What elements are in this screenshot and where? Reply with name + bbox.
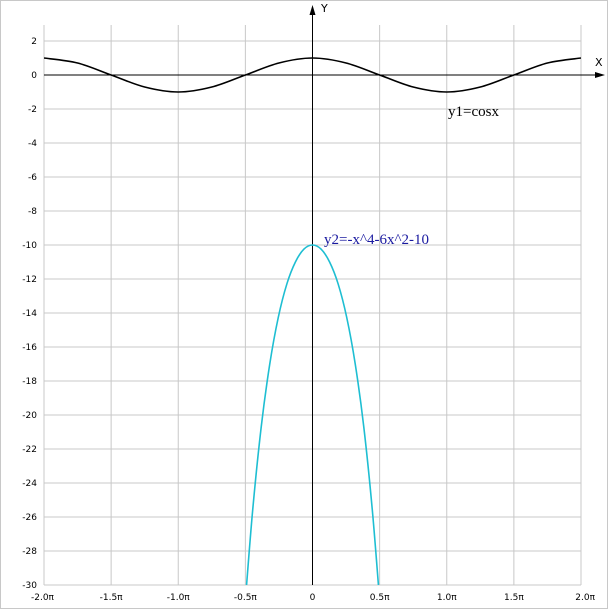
y-tick-label: -18 — [22, 377, 37, 387]
x-tick-label: 0.5π — [370, 593, 390, 603]
series-line-1 — [44, 57, 581, 93]
tick-labels: 2 0 -2 -4 -6 -8 -10 -12 -14 -16 -18 -20 -22 -24 -26 -28… — [22, 37, 595, 603]
series-label-1: y1=cosx — [448, 104, 499, 120]
x-tick-label: -1.5π — [100, 593, 124, 603]
x-tick-label: 0 — [310, 593, 316, 603]
y-tick-label: 2 — [31, 37, 37, 47]
y-tick-label: -8 — [28, 207, 37, 217]
y-tick-label: -16 — [22, 343, 37, 353]
y-tick-label: -24 — [22, 479, 37, 489]
axes — [44, 5, 605, 585]
y-axis-arrow — [309, 5, 316, 15]
y-tick-label: 0 — [31, 71, 37, 81]
y-tick-label: -12 — [22, 275, 37, 285]
y-tick-label: -22 — [22, 445, 37, 455]
x-tick-label: 1.0π — [437, 593, 457, 603]
x-tick-label: -0.5π — [234, 593, 258, 603]
series-labels: y1=cosx y2=-x^4-6x^2-10 — [324, 104, 499, 248]
series-line-2 — [245, 244, 380, 585]
x-tick-label: -2.0π — [31, 593, 55, 603]
y-tick-label: -26 — [22, 513, 37, 523]
series-label-2: y2=-x^4-6x^2-10 — [324, 232, 429, 248]
series-lines — [44, 57, 581, 585]
y-tick-label: -28 — [22, 547, 37, 557]
y-tick-label: -6 — [28, 173, 37, 183]
x-axis-arrow — [595, 72, 605, 78]
y-tick-label: -2 — [28, 105, 37, 115]
y-tick-label: -10 — [22, 241, 37, 251]
x-tick-label: 1.5π — [504, 593, 524, 603]
y-tick-label: -4 — [28, 139, 37, 149]
y-axis-label: Y — [320, 2, 328, 15]
x-tick-label: -1.0π — [167, 593, 191, 603]
y-tick-label: -14 — [22, 309, 37, 319]
y-tick-label: -30 — [22, 581, 37, 591]
y-tick-label: -20 — [22, 411, 37, 421]
x-tick-label: 2.0π — [575, 593, 595, 603]
x-axis-label: X — [595, 56, 603, 69]
